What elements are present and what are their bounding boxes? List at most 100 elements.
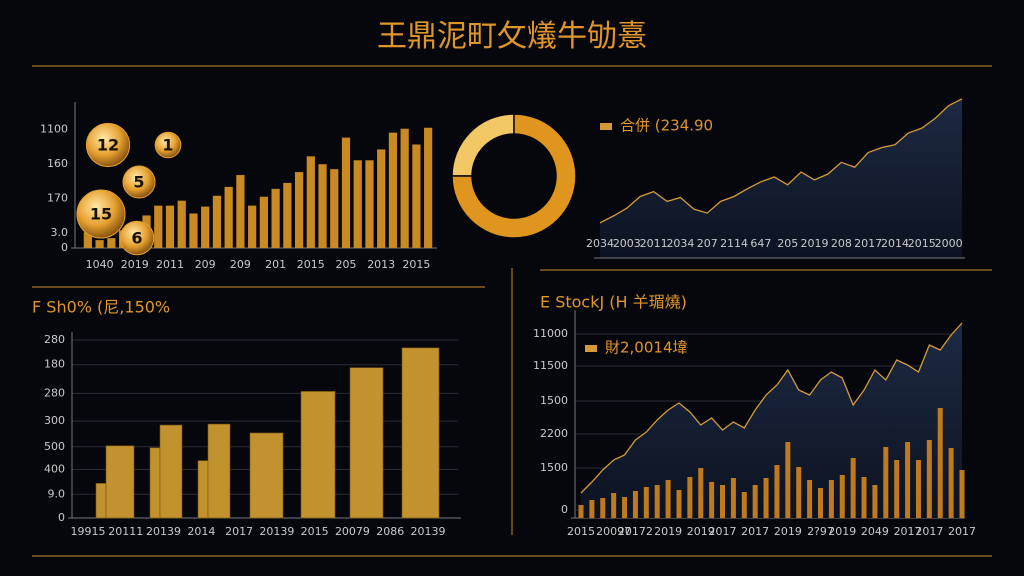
x-tick-label: 2019 (121, 258, 149, 271)
y-tick-label: 170 (47, 192, 68, 205)
bar (883, 447, 889, 518)
bar (283, 182, 292, 248)
bar (817, 488, 823, 518)
bar (839, 475, 845, 518)
bar (665, 480, 671, 518)
bar (212, 195, 222, 248)
bar (353, 160, 362, 248)
line (580, 322, 963, 494)
bar (872, 485, 878, 518)
x-tick-label: 2003 (613, 237, 641, 250)
bar (654, 485, 660, 518)
y-tick-label: 11500 (533, 359, 568, 372)
x-tick-label: 2017 (225, 525, 253, 538)
x-tick-label: 2017 (709, 525, 737, 538)
bubble (154, 131, 182, 159)
y-tick-label: 9.0 (48, 487, 66, 500)
y-tick-label: 500 (44, 440, 65, 453)
x-tick-label: 2011 (640, 237, 668, 250)
area-fill (581, 323, 962, 518)
x-tick-label: 2015 (567, 525, 595, 538)
x-tick-label: 20111 (108, 525, 143, 538)
y-tick-label: 1500 (540, 394, 568, 407)
x-tick-label: 2019 (801, 237, 829, 250)
y-tick-label: 280 (44, 333, 65, 346)
bar (189, 213, 198, 248)
bar (828, 480, 834, 518)
bar (687, 477, 693, 518)
x-tick-label: 20079 (335, 525, 370, 538)
bubble (122, 165, 156, 199)
x-tick-label: 2086 (376, 525, 404, 538)
legend-label: 合併 (234.90 (620, 117, 713, 135)
x-tick-label: 205 (777, 237, 798, 250)
panel-title: F Sh0% (尼,150% (32, 298, 170, 317)
bubble-label: 12 (97, 136, 119, 155)
x-tick-label: 208 (831, 237, 852, 250)
bar (698, 468, 704, 518)
y-tick-label: 180 (44, 358, 65, 371)
x-tick-label: 2?97 (807, 525, 834, 538)
bar (632, 491, 638, 518)
x-tick-label: 2017 (915, 525, 943, 538)
bar (424, 127, 433, 248)
x-tick-label: 2017 (854, 237, 882, 250)
x-tick-label: 2019 (828, 525, 856, 538)
x-tick-label: 2000 (935, 237, 963, 250)
y-tick-label: 300 (44, 414, 65, 427)
x-tick-label: 20139 (146, 525, 181, 538)
bar (709, 482, 715, 518)
x-tick-label: 2011 (156, 258, 184, 271)
bar (154, 205, 163, 248)
bar (388, 132, 398, 248)
bar (796, 467, 802, 518)
x-tick-label: 209 (230, 258, 251, 271)
bar (159, 424, 183, 519)
bar (894, 460, 900, 518)
bar (774, 465, 780, 518)
donut-segment (451, 113, 577, 239)
legend-swatch (600, 123, 612, 130)
y-tick-label: 3.0 (51, 226, 69, 239)
area-line (599, 98, 963, 224)
legend-swatch (585, 345, 597, 352)
bubble-label: 6 (131, 229, 142, 248)
x-tick-label: 20097 (596, 525, 631, 538)
x-tick-label: 2017 (741, 525, 769, 538)
bar (318, 164, 327, 248)
x-tick-label: 2013 (367, 258, 395, 271)
bar (905, 442, 911, 518)
bar (741, 492, 747, 518)
bar (643, 487, 649, 518)
x-tick-label: 20139 (411, 525, 446, 538)
bar (752, 485, 758, 518)
bubble (76, 189, 126, 239)
bar (177, 200, 186, 248)
y-tick-label: 1100 (40, 123, 68, 136)
bar (412, 144, 421, 248)
x-tick-label: 2015 (908, 237, 936, 250)
bar (107, 238, 116, 248)
bubble-label: 15 (90, 205, 112, 224)
y-tick-label: 280 (44, 386, 65, 399)
bar (730, 478, 736, 518)
bar (850, 458, 856, 518)
bar (236, 175, 245, 248)
x-tick-label: 2049 (861, 525, 889, 538)
x-tick-label: 647 (750, 237, 771, 250)
bar (937, 408, 943, 518)
bar (926, 440, 932, 518)
bar (400, 128, 409, 248)
bar (300, 391, 336, 519)
bar (294, 172, 304, 248)
bar (83, 232, 92, 248)
bar (578, 505, 584, 518)
bubble (119, 220, 155, 256)
bar (622, 497, 628, 518)
y-tick-label: 1500 (540, 461, 568, 474)
bar (224, 186, 233, 248)
dashboard-title: 王鼎泥町攵燨牛劬憙 (377, 19, 647, 54)
bar (306, 156, 315, 248)
x-tick-label: 207 (697, 237, 718, 250)
